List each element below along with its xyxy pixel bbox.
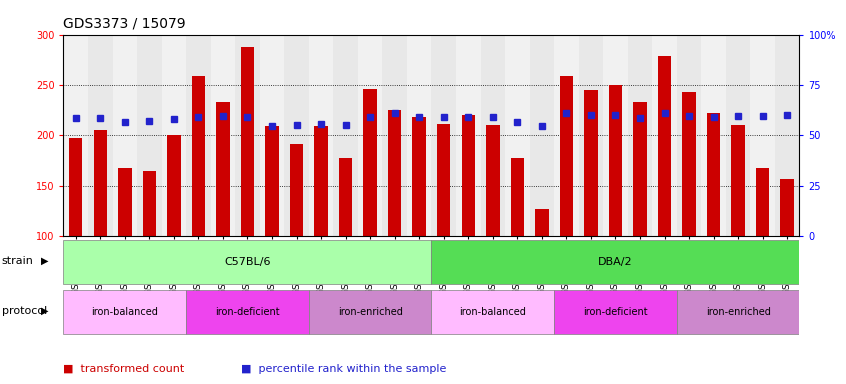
Bar [382, 35, 407, 236]
Bar [756, 167, 769, 236]
Bar [315, 126, 327, 236]
Bar [511, 157, 524, 236]
Bar [628, 35, 652, 236]
Bar [683, 92, 695, 236]
Bar [634, 102, 646, 236]
Text: iron-balanced: iron-balanced [459, 307, 526, 317]
Bar [358, 35, 382, 236]
Text: iron-deficient: iron-deficient [215, 307, 280, 317]
Bar [677, 290, 799, 334]
Bar [168, 136, 180, 236]
Bar [333, 35, 358, 236]
Bar [266, 126, 278, 236]
Text: C57BL/6: C57BL/6 [224, 257, 271, 267]
Text: ■  transformed count: ■ transformed count [63, 364, 184, 374]
Bar [260, 35, 284, 236]
Bar [186, 290, 309, 334]
Bar [579, 35, 603, 236]
Text: ▶: ▶ [41, 306, 48, 316]
Text: GDS3373 / 15079: GDS3373 / 15079 [63, 17, 186, 31]
Bar [462, 115, 475, 236]
Bar [143, 170, 156, 236]
Bar [118, 167, 131, 236]
Bar [481, 35, 505, 236]
Text: ■  percentile rank within the sample: ■ percentile rank within the sample [241, 364, 447, 374]
Bar [309, 290, 431, 334]
Bar [658, 56, 671, 236]
Bar [241, 47, 254, 236]
Bar [413, 117, 426, 236]
Bar [775, 35, 799, 236]
Text: ▶: ▶ [41, 256, 48, 266]
Text: iron-enriched: iron-enriched [338, 307, 403, 317]
Bar [707, 113, 720, 236]
Bar [750, 35, 775, 236]
Bar [560, 76, 573, 236]
Bar [505, 35, 530, 236]
Bar [781, 179, 794, 236]
Bar [456, 35, 481, 236]
Bar [585, 90, 597, 236]
Bar [677, 35, 701, 236]
Bar [211, 35, 235, 236]
Bar [94, 130, 107, 236]
Bar [603, 35, 628, 236]
Bar [652, 35, 677, 236]
Bar [732, 125, 744, 236]
Bar [162, 35, 186, 236]
Bar [364, 89, 376, 236]
Text: iron-deficient: iron-deficient [583, 307, 648, 317]
Bar [235, 35, 260, 236]
Bar [431, 240, 799, 284]
Bar [388, 110, 401, 236]
Text: protocol: protocol [2, 306, 47, 316]
Bar [431, 290, 554, 334]
Text: DBA/2: DBA/2 [598, 257, 633, 267]
Bar [63, 240, 431, 284]
Bar [113, 35, 137, 236]
Bar [536, 209, 548, 236]
Bar [530, 35, 554, 236]
Bar [192, 76, 205, 236]
Bar [284, 35, 309, 236]
Bar [88, 35, 113, 236]
Bar [309, 35, 333, 236]
Bar [431, 35, 456, 236]
Bar [486, 125, 499, 236]
Bar [137, 35, 162, 236]
Bar [290, 144, 303, 236]
Bar [726, 35, 750, 236]
Bar [701, 35, 726, 236]
Bar [339, 157, 352, 236]
Bar [437, 124, 450, 236]
Bar [609, 85, 622, 236]
Bar [554, 290, 677, 334]
Bar [554, 35, 579, 236]
Text: iron-balanced: iron-balanced [91, 307, 158, 317]
Bar [69, 138, 82, 236]
Text: iron-enriched: iron-enriched [706, 307, 771, 317]
Text: strain: strain [2, 256, 34, 266]
Bar [217, 102, 229, 236]
Bar [63, 290, 186, 334]
Bar [407, 35, 431, 236]
Bar [186, 35, 211, 236]
Bar [63, 35, 88, 236]
